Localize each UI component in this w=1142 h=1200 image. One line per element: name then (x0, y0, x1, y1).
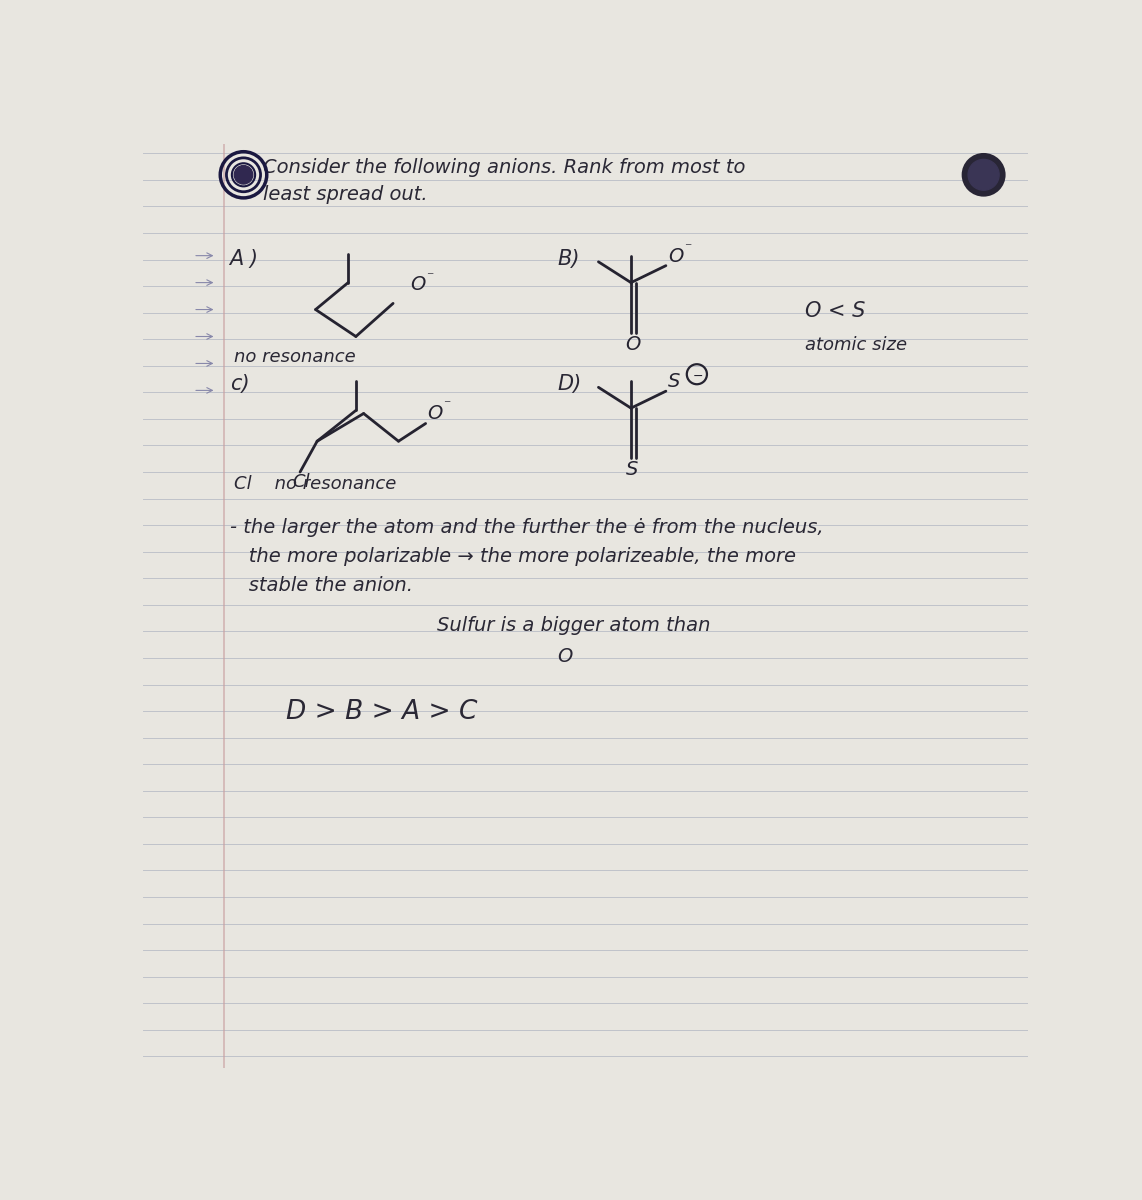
Text: stable the anion.: stable the anion. (230, 576, 412, 595)
Text: A ): A ) (230, 248, 258, 269)
Text: D > B > A > C: D > B > A > C (287, 700, 477, 725)
Circle shape (963, 154, 1005, 196)
Text: ⁻: ⁻ (684, 241, 692, 256)
Text: −: − (692, 370, 702, 383)
Text: Consider the following anions. Rank from most to: Consider the following anions. Rank from… (263, 158, 746, 178)
Text: ⁻: ⁻ (443, 398, 450, 413)
Text: Sulfur is a bigger atom than: Sulfur is a bigger atom than (437, 617, 710, 636)
Text: least spread out.: least spread out. (263, 185, 427, 204)
Text: - the larger the atom and the further the ė from the nucleus,: - the larger the atom and the further th… (230, 518, 823, 536)
Text: the more polarizable → the more polarizeable, the more: the more polarizable → the more polarize… (230, 547, 796, 566)
Text: O: O (427, 404, 443, 422)
Text: Cl    no resonance: Cl no resonance (234, 475, 396, 493)
Text: O < S: O < S (805, 301, 866, 322)
Text: S: S (668, 372, 681, 391)
Text: B): B) (557, 248, 580, 269)
Text: S: S (626, 460, 638, 479)
Text: atomic size: atomic size (805, 336, 908, 354)
Text: no resonance: no resonance (234, 348, 356, 366)
Text: ⁻: ⁻ (426, 270, 433, 284)
Text: Cl: Cl (292, 474, 309, 492)
Text: O: O (668, 247, 684, 266)
Text: O: O (410, 275, 426, 294)
Text: O: O (557, 647, 573, 666)
Circle shape (234, 166, 252, 184)
Text: D): D) (557, 374, 581, 395)
Text: O: O (626, 335, 641, 354)
Circle shape (968, 160, 999, 191)
Text: c): c) (230, 374, 249, 395)
